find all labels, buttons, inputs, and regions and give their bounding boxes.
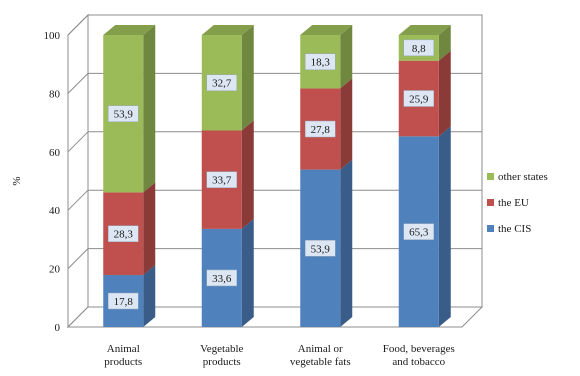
y-tick-label: 40 bbox=[49, 205, 61, 217]
bar-side bbox=[438, 25, 451, 61]
side-wall bbox=[67, 13, 89, 329]
x-axis-ticks: Animal products Vegetable products Animal or… bbox=[104, 343, 454, 368]
bar-side bbox=[241, 218, 254, 327]
data-label-box bbox=[206, 74, 237, 91]
data-label-box bbox=[403, 39, 434, 57]
legend: other states the EU the CIS bbox=[487, 171, 548, 235]
y-axis-label: % bbox=[11, 176, 23, 185]
y-tick-label: 80 bbox=[49, 88, 61, 100]
data-label: 53,9 bbox=[114, 109, 134, 121]
gridline-side bbox=[67, 14, 89, 36]
gridline-side bbox=[67, 73, 89, 94]
x-tick-label: Animal or vegetable fats bbox=[290, 343, 351, 368]
bar-top bbox=[398, 25, 451, 35]
y-tick-label: 0 bbox=[55, 322, 61, 334]
bar-top bbox=[103, 25, 156, 35]
data-label-box bbox=[206, 269, 237, 287]
data-label-box bbox=[305, 53, 336, 70]
bar-side bbox=[143, 182, 156, 276]
legend-swatch bbox=[487, 199, 494, 206]
data-label: 33,6 bbox=[212, 273, 232, 285]
bar-side bbox=[438, 126, 451, 327]
gridline-side bbox=[67, 248, 89, 269]
bar-top bbox=[201, 25, 254, 35]
legend-label: other states bbox=[498, 171, 548, 183]
x-tick-label: Food, beverages and tobacco bbox=[383, 343, 455, 368]
y-tick-label: 100 bbox=[44, 30, 61, 42]
data-label-box bbox=[305, 120, 336, 138]
data-label: 8,8 bbox=[412, 43, 426, 55]
x-tick-label: Vegetable products bbox=[200, 343, 243, 368]
data-label: 28,3 bbox=[114, 229, 134, 241]
data-label: 53,9 bbox=[311, 243, 331, 255]
data-label: 18,3 bbox=[311, 57, 331, 69]
data-label: 27,8 bbox=[311, 124, 331, 136]
bar-side bbox=[143, 265, 156, 327]
bars bbox=[103, 25, 451, 327]
bar-side bbox=[340, 78, 353, 170]
data-label-box bbox=[108, 105, 139, 122]
bar-side bbox=[143, 25, 156, 193]
data-label: 17,8 bbox=[114, 296, 134, 308]
legend-label: the EU bbox=[498, 197, 529, 209]
data-label: 65,3 bbox=[409, 227, 429, 239]
bar-side bbox=[438, 50, 451, 137]
data-label: 25,9 bbox=[409, 94, 429, 106]
gridline-side bbox=[67, 131, 89, 153]
bar-side bbox=[340, 25, 353, 89]
data-label-box bbox=[403, 223, 434, 240]
data-label-box bbox=[305, 240, 336, 257]
legend-swatch bbox=[487, 225, 494, 232]
bar-side bbox=[241, 120, 254, 229]
legend-label: the CIS bbox=[498, 223, 531, 235]
data-label: 32,7 bbox=[212, 78, 232, 90]
data-label-box bbox=[108, 292, 139, 310]
data-label-box bbox=[108, 225, 139, 242]
data-label-box bbox=[403, 90, 434, 107]
y-tick-label: 60 bbox=[49, 147, 61, 159]
data-label-box bbox=[206, 171, 237, 188]
bar-side bbox=[241, 25, 254, 131]
bar-side bbox=[340, 159, 353, 327]
x-tick-label: Animal products bbox=[104, 343, 142, 368]
bar-top bbox=[300, 25, 353, 35]
data-labels: 17,8 28,3 53,9 33,6 33,7 32,7 53,9 27,8 18,3 65,3… bbox=[108, 39, 434, 310]
y-tick-label: 20 bbox=[49, 264, 61, 276]
data-label: 33,7 bbox=[212, 175, 232, 187]
gridline-side bbox=[67, 189, 89, 211]
legend-swatch bbox=[487, 173, 494, 180]
y-axis-ticks: 0 20 40 60 80 100 bbox=[44, 30, 61, 334]
